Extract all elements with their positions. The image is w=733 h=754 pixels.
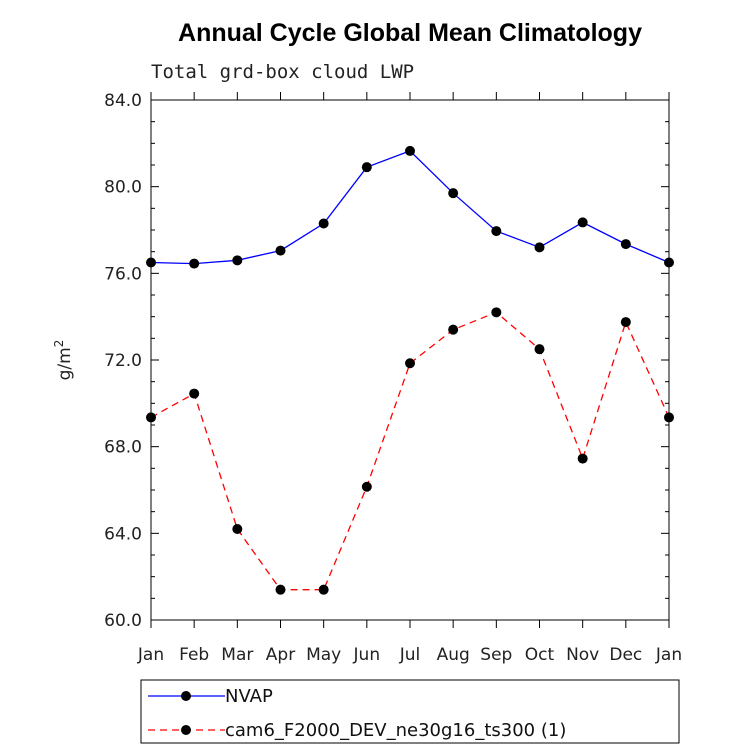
legend-cam6-marker — [181, 725, 191, 735]
series-1-point — [577, 217, 588, 228]
series-1-point — [405, 145, 415, 156]
x-tick-label: Mar — [221, 645, 253, 665]
y-tick-label: 76.0 — [104, 264, 142, 284]
legend-nvap-marker — [181, 691, 191, 701]
series-2-point — [491, 307, 502, 318]
series-2-point — [361, 481, 372, 492]
series-line-2 — [150, 311, 670, 591]
x-tick-label: Jan — [137, 645, 164, 665]
series-1-point — [534, 242, 545, 253]
y-tick-label: 68.0 — [104, 438, 142, 458]
series-2-point — [189, 388, 200, 399]
legend: NVAP cam6_F2000_DEV_ne30g16_ts300 (1) — [140, 679, 680, 744]
series-2-point — [620, 317, 631, 328]
series-1-point — [275, 245, 286, 256]
x-tick-label: Jun — [353, 645, 381, 665]
legend-box — [140, 679, 680, 744]
y-tick-label: 80.0 — [104, 178, 142, 198]
legend-nvap-label: NVAP — [225, 686, 273, 707]
y-tick-labels: 60.0 64.0 68.0 72.0 76.0 80.0 84.0 — [104, 91, 142, 631]
series-2-point — [405, 358, 415, 369]
y-tick-label: 60.0 — [104, 611, 142, 631]
x-tick-label: Jan — [655, 645, 682, 665]
plot-frame — [150, 99, 670, 621]
series-1-point — [189, 258, 200, 269]
y-tick-label: 64.0 — [104, 524, 142, 544]
x-tick-label: Feb — [179, 645, 209, 665]
y-axis-label-text: g/m — [55, 347, 75, 380]
y-tick-label: 84.0 — [104, 91, 142, 111]
series-1-point — [318, 218, 329, 229]
series-1-point — [620, 239, 631, 250]
series-2-point — [448, 324, 459, 335]
x-tick-label: Apr — [266, 645, 295, 665]
y-axis-label: g/m2 — [52, 340, 75, 381]
x-tick-label: May — [306, 645, 341, 665]
series-1-point — [361, 162, 372, 173]
y-tick-label: 72.0 — [104, 351, 142, 371]
x-tick-labels: Jan Feb Mar Apr May Jun Jul Aug Sep Oct Nov Dec Jan — [137, 645, 682, 665]
axis-ticks — [150, 92, 670, 628]
series-2-point — [318, 584, 329, 595]
series-2-point — [275, 584, 286, 595]
series-1-point — [448, 188, 459, 199]
x-tick-label: Oct — [525, 645, 555, 665]
x-tick-label: Sep — [480, 645, 512, 665]
series-layer — [146, 145, 674, 595]
series-2-point — [577, 453, 588, 464]
chart-title: Annual Cycle Global Mean Climatology — [178, 19, 642, 47]
chart-subtitle: Total grd-box cloud LWP — [151, 61, 414, 83]
x-tick-label: Jul — [399, 645, 421, 665]
series-2-point — [534, 344, 545, 355]
series-2-point — [232, 524, 243, 534]
y-axis-label-superscript: 2 — [52, 340, 66, 348]
legend-cam6-label: cam6_F2000_DEV_ne30g16_ts300 (1) — [225, 720, 566, 741]
series-1-point — [232, 255, 243, 266]
series-1-point — [491, 226, 502, 237]
series-line-1 — [150, 150, 670, 265]
x-tick-label: Dec — [609, 645, 642, 665]
x-tick-label: Nov — [566, 645, 599, 665]
x-tick-label: Aug — [437, 645, 470, 665]
